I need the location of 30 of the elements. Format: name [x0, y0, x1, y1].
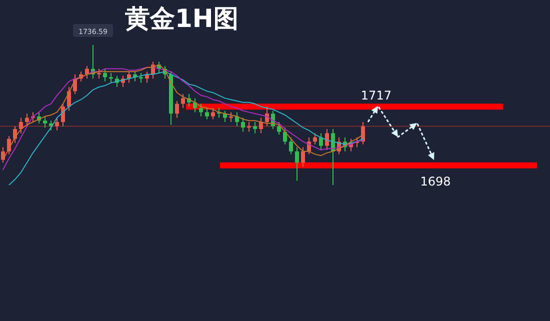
candlestick	[211, 108, 215, 120]
candlestick	[319, 132, 323, 150]
candlestick	[109, 72, 113, 84]
candlestick	[259, 117, 263, 134]
text: 1698	[420, 174, 451, 188]
candlestick	[19, 117, 23, 134]
candlestick	[301, 146, 305, 168]
chart-title: 黄金1H图	[125, 4, 238, 34]
candlestick	[97, 68, 101, 80]
candlestick	[289, 136, 293, 155]
candlestick	[25, 113, 29, 127]
candlestick	[247, 122, 251, 132]
candlestick	[61, 103, 65, 127]
candlestick	[313, 132, 317, 145]
candlestick	[241, 117, 245, 132]
candlestick	[325, 128, 329, 150]
candlestick	[229, 112, 233, 122]
candlestick	[205, 108, 209, 120]
candlestick	[199, 103, 203, 117]
candlestick	[295, 146, 299, 182]
candlestick	[253, 122, 257, 134]
candlestick	[175, 100, 179, 118]
annotation: 1717	[360, 88, 392, 103]
candlestick	[55, 117, 59, 131]
candlestick	[139, 72, 143, 84]
candlestick	[277, 122, 281, 136]
candlestick	[223, 110, 227, 122]
candlestick	[103, 68, 107, 82]
candlestick	[181, 94, 185, 108]
candlestick	[43, 116, 47, 128]
